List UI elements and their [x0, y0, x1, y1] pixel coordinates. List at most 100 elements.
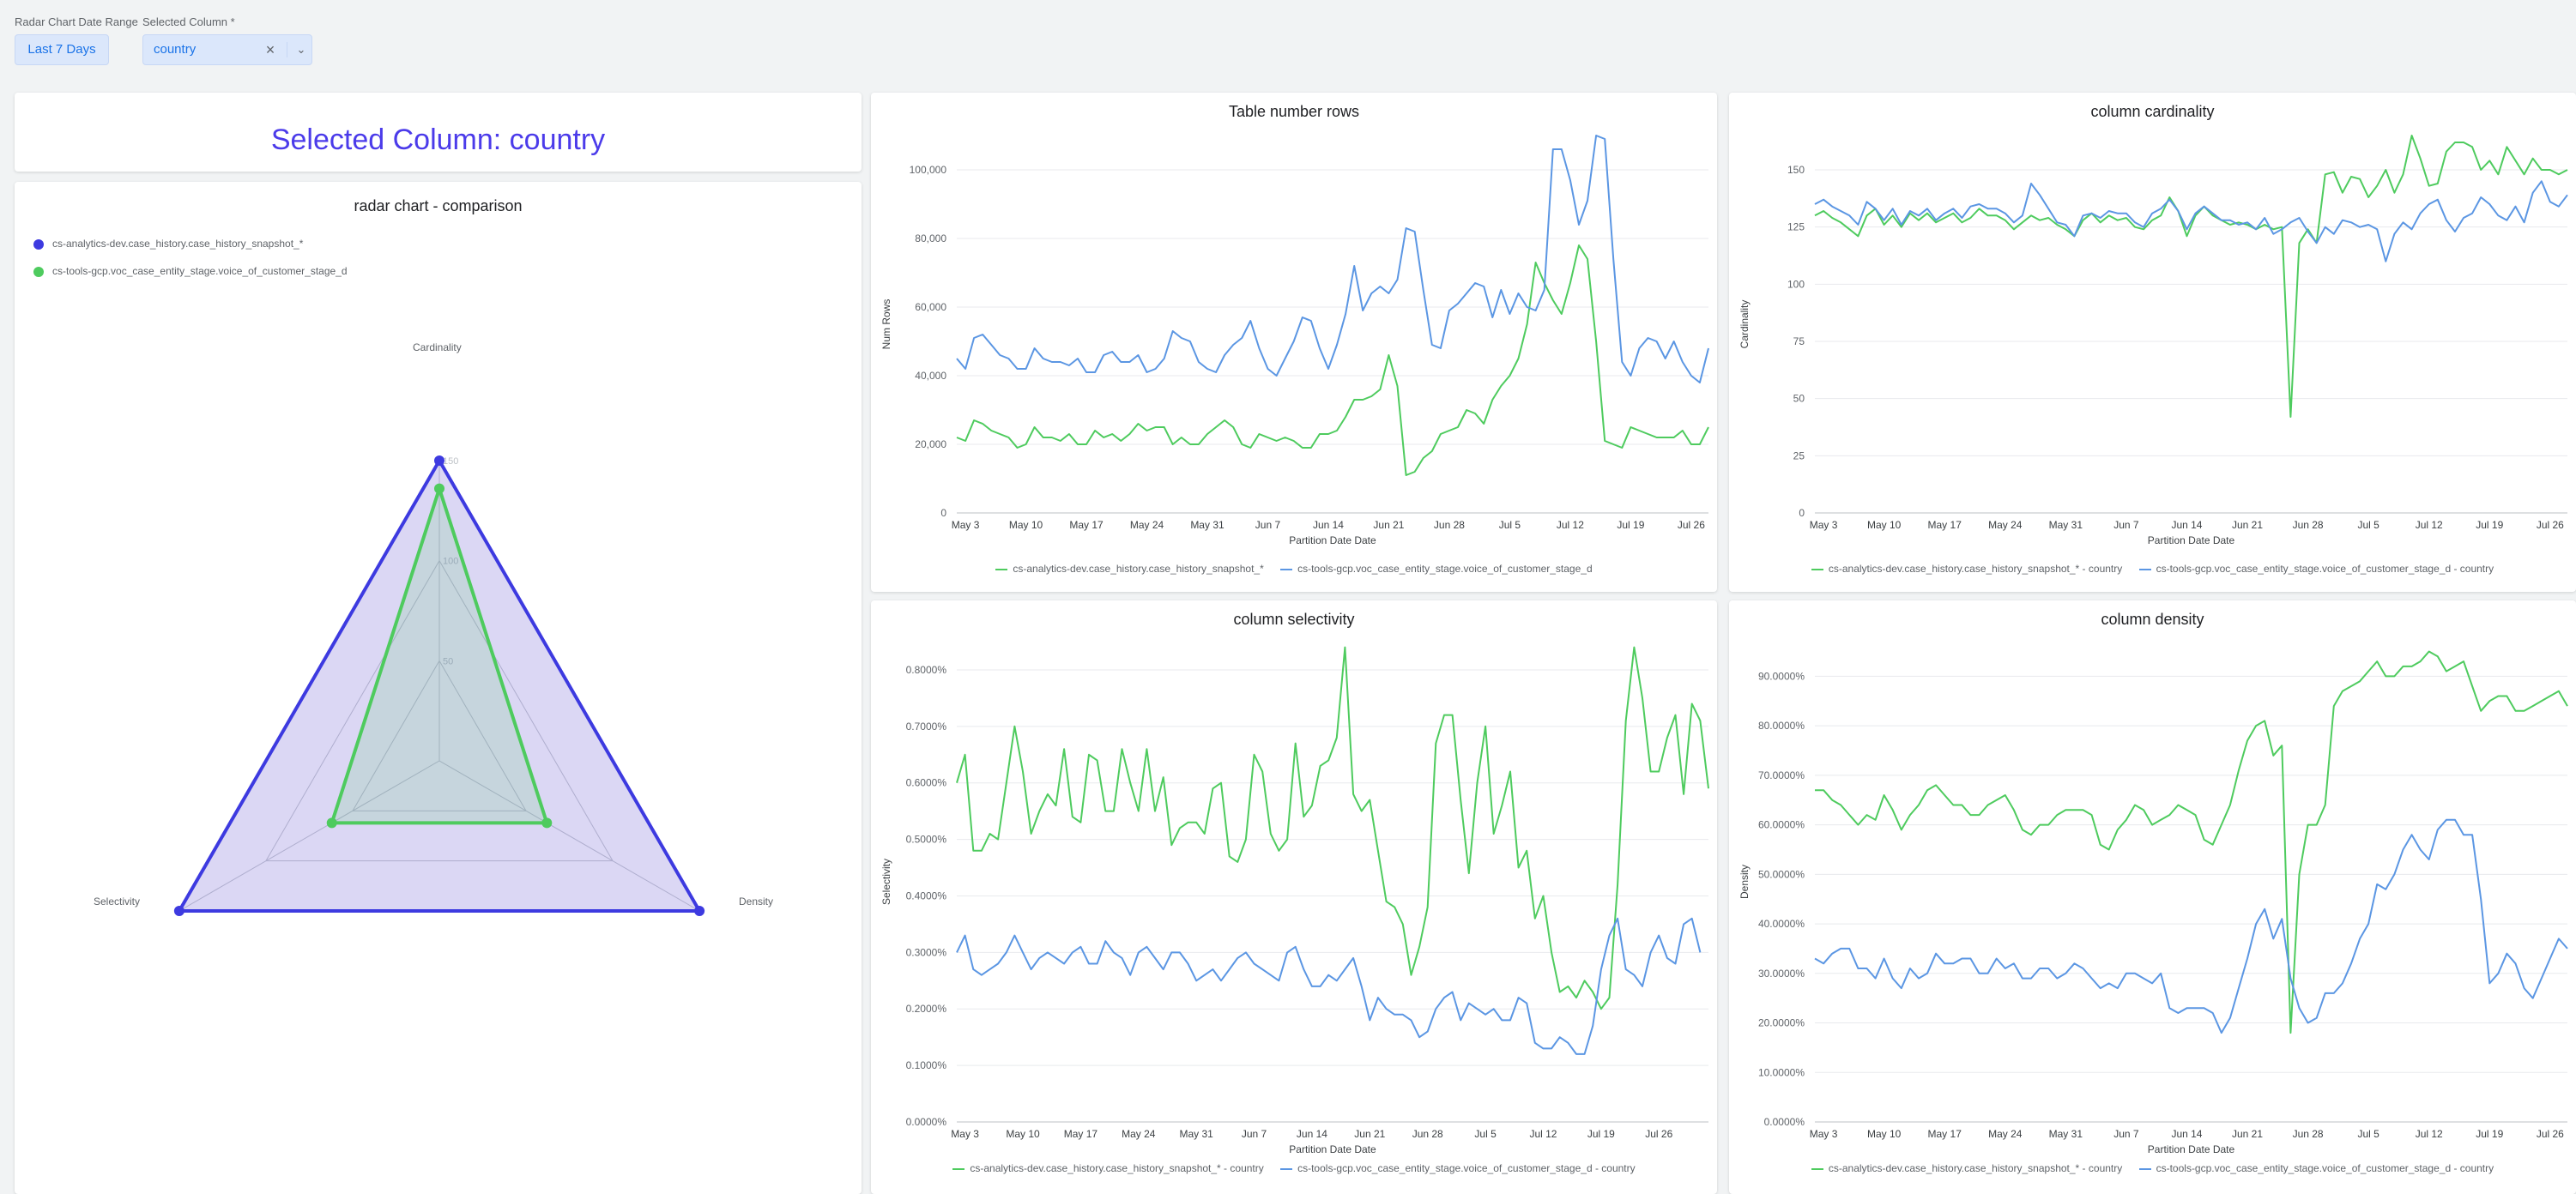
- x-tick-label: May 17: [1064, 1128, 1098, 1140]
- legend-label: cs-tools-gcp.voc_case_entity_stage.voice…: [2156, 563, 2494, 575]
- y-tick-label: 0: [1799, 507, 1805, 519]
- y-tick-label: 50: [1793, 393, 1805, 405]
- radar-point: [434, 455, 444, 466]
- series-line: [956, 646, 1709, 1010]
- x-tick-label: May 31: [1190, 519, 1225, 531]
- y-tick-label: 10.0000%: [1758, 1066, 1805, 1078]
- x-tick-label: May 24: [1988, 1128, 2023, 1140]
- x-tick-label: May 17: [1069, 519, 1104, 531]
- radar-legend: cs-analytics-dev.case_history.case_histo…: [33, 235, 348, 290]
- legend-swatch-icon: [2138, 568, 2151, 570]
- x-tick-label: Jun 14: [2171, 519, 2202, 531]
- chart-title: Table number rows: [1228, 103, 1360, 120]
- x-tick-label: Jul 5: [2357, 1128, 2379, 1140]
- column-cardinality-panel: column cardinality 0 25 50 75 100 125 150 May 3…: [1729, 93, 2576, 592]
- legend-dot-icon: [33, 238, 44, 250]
- legend-label: cs-analytics-dev.case_history.case_histo…: [1013, 563, 1264, 575]
- chart-legend: cs-analytics-dev.case_history.case_histo…: [1729, 563, 2576, 575]
- series-line: [956, 244, 1709, 476]
- legend-item[interactable]: cs-analytics-dev.case_history.case_histo…: [1811, 563, 2122, 575]
- x-tick-label: Jul 12: [1529, 1128, 1557, 1140]
- y-tick-label: 60,000: [915, 301, 946, 313]
- legend-item[interactable]: cs-tools-gcp.voc_case_entity_stage.voice…: [2138, 1162, 2494, 1174]
- column-density-panel: column density 0.0000% 10.0000% 20.0000% 30…: [1729, 600, 2576, 1194]
- x-tick-label: May 31: [2049, 1128, 2083, 1140]
- y-tick-label: 20.0000%: [1758, 1017, 1805, 1029]
- date-range-selector[interactable]: Last 7 Days: [15, 34, 109, 65]
- radar-point: [326, 817, 337, 829]
- y-tick-label: 0: [940, 507, 946, 519]
- x-tick-label: Jul 5: [2357, 519, 2379, 531]
- y-tick-label: 100,000: [910, 164, 947, 176]
- x-tick-label: Jul 12: [1557, 519, 1584, 531]
- radar-legend-label: cs-analytics-dev.case_history.case_histo…: [52, 238, 304, 250]
- series-line: [956, 135, 1709, 383]
- radar-point: [434, 483, 444, 494]
- y-tick-label: 0.0000%: [906, 1116, 947, 1128]
- y-tick-label: 0.8000%: [906, 664, 947, 676]
- y-tick-label: 125: [1787, 221, 1805, 233]
- x-tick-label: Jun 28: [1434, 519, 1465, 531]
- x-tick-label: Jul 26: [1678, 519, 1705, 531]
- y-tick-label: 0.4000%: [906, 889, 947, 902]
- radar-series-polygon: [177, 459, 702, 913]
- clear-icon[interactable]: ×: [265, 41, 275, 58]
- column-selector-value: country: [154, 42, 197, 57]
- x-tick-label: May 31: [1179, 1128, 1213, 1140]
- x-tick-label: Jul 12: [2416, 1128, 2443, 1140]
- radar-ring-label: 50: [443, 656, 453, 666]
- chart-legend: cs-analytics-dev.case_history.case_histo…: [871, 563, 1717, 575]
- y-tick-label: 90.0000%: [1758, 670, 1805, 682]
- series-line: [1814, 180, 2568, 262]
- x-axis-label: Partition Date Date: [2148, 1143, 2235, 1155]
- x-tick-label: Jun 7: [1255, 519, 1281, 531]
- legend-item[interactable]: cs-analytics-dev.case_history.case_histo…: [1811, 1162, 2122, 1174]
- legend-item[interactable]: cs-tools-gcp.voc_case_entity_stage.voice…: [2138, 563, 2494, 575]
- chevron-down-icon[interactable]: ⌄: [296, 43, 306, 56]
- table-number-rows-chart: 0 20,000 40,000 60,000 80,000 100,000 May 3 May…: [880, 135, 1709, 546]
- y-tick-label: 50.0000%: [1758, 868, 1805, 880]
- x-tick-label: Jul 5: [1499, 519, 1521, 531]
- legend-label: cs-analytics-dev.case_history.case_histo…: [1828, 1162, 2123, 1174]
- x-tick-label: Jul 19: [1617, 519, 1644, 531]
- legend-item[interactable]: cs-analytics-dev.case_history.case_histo…: [952, 1162, 1264, 1174]
- x-tick-label: May 24: [1988, 519, 2023, 531]
- x-tick-label: May 10: [1009, 519, 1043, 531]
- y-tick-label: 150: [1787, 164, 1805, 176]
- radar-legend-item[interactable]: cs-tools-gcp.voc_case_entity_stage.voice…: [33, 262, 348, 290]
- radar-ring-label: 100: [443, 557, 458, 567]
- series-line: [1815, 650, 2568, 1034]
- radar-point: [173, 906, 184, 916]
- y-tick-label: 20,000: [915, 438, 946, 450]
- x-tick-label: May 3: [951, 1128, 979, 1140]
- legend-swatch-icon: [995, 568, 1008, 570]
- radar-spoke: [178, 760, 440, 912]
- legend-swatch-icon: [1811, 568, 1823, 570]
- legend-item[interactable]: cs-analytics-dev.case_history.case_histo…: [995, 563, 1264, 575]
- legend-item[interactable]: cs-tools-gcp.voc_case_entity_stage.voice…: [1280, 1162, 1636, 1174]
- x-tick-label: Jun 21: [2232, 519, 2263, 531]
- date-range-label: Radar Chart Date Range: [15, 15, 138, 28]
- legend-swatch-icon: [2138, 1167, 2151, 1170]
- radar-axis-label: Selectivity: [94, 896, 141, 908]
- x-tick-label: Jun 14: [2171, 1128, 2202, 1140]
- x-tick-label: Jul 26: [2537, 1128, 2564, 1140]
- x-tick-label: Jun 28: [2293, 1128, 2324, 1140]
- y-tick-label: 80.0000%: [1758, 720, 1805, 732]
- x-tick-label: Jul 12: [2416, 519, 2443, 531]
- legend-item[interactable]: cs-tools-gcp.voc_case_entity_stage.voice…: [1280, 563, 1593, 575]
- radar-series-polygon: [330, 486, 549, 825]
- y-tick-label: 30.0000%: [1758, 968, 1805, 980]
- column-selector[interactable]: country × ⌄: [142, 34, 312, 65]
- y-tick-label: 40.0000%: [1758, 918, 1805, 930]
- radar-legend-label: cs-tools-gcp.voc_case_entity_stage.voice…: [52, 265, 348, 277]
- x-tick-label: Jun 7: [2113, 1128, 2139, 1140]
- legend-label: cs-tools-gcp.voc_case_entity_stage.voice…: [1297, 1162, 1636, 1174]
- y-tick-label: 70.0000%: [1758, 769, 1805, 781]
- x-tick-label: Jul 26: [2537, 519, 2564, 531]
- legend-label: cs-tools-gcp.voc_case_entity_stage.voice…: [2156, 1162, 2494, 1174]
- x-tick-label: May 24: [1130, 519, 1164, 531]
- radar-legend-item[interactable]: cs-analytics-dev.case_history.case_histo…: [33, 235, 348, 262]
- legend-label: cs-tools-gcp.voc_case_entity_stage.voice…: [1297, 563, 1593, 575]
- y-tick-label: 0.3000%: [906, 946, 947, 958]
